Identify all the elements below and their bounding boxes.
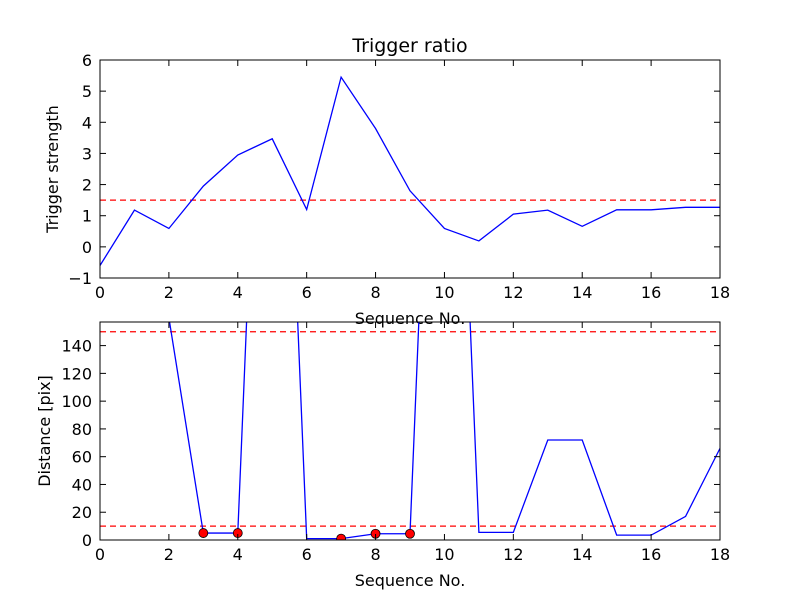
- y-tick-label: −1: [68, 269, 92, 288]
- x-tick-label: 2: [164, 283, 174, 302]
- y-tick-label: 60: [72, 448, 92, 467]
- x-tick-label: 2: [164, 545, 174, 564]
- x-tick-label: 4: [233, 545, 243, 564]
- y-tick-label: 0: [82, 531, 92, 550]
- x-tick-label: 8: [370, 545, 380, 564]
- y-axis-label: Distance [pix]: [35, 375, 54, 487]
- x-tick-label: 12: [503, 545, 523, 564]
- chart-title: Trigger ratio: [351, 35, 467, 57]
- y-tick-label: 40: [72, 475, 92, 494]
- x-tick-label: 16: [641, 545, 661, 564]
- y-tick-label: 6: [82, 51, 92, 70]
- x-tick-label: 18: [710, 545, 730, 564]
- x-tick-label: 14: [572, 545, 592, 564]
- series-line: [168, 322, 720, 540]
- x-axis-label: Sequence No.: [355, 571, 466, 590]
- y-tick-label: 4: [82, 113, 92, 132]
- y-tick-label: 5: [82, 82, 92, 101]
- x-axis-label: Sequence No.: [355, 309, 466, 328]
- x-tick-label: 4: [233, 283, 243, 302]
- data-point-marker: [336, 533, 347, 540]
- axes-frame: [99, 59, 721, 279]
- y-axis-label: Trigger strength: [43, 105, 62, 234]
- x-tick-label: 10: [434, 283, 454, 302]
- y-tick-label: 3: [82, 144, 92, 163]
- x-tick-label: 16: [641, 283, 661, 302]
- y-tick-label: 120: [61, 364, 92, 383]
- y-tick-label: 0: [82, 238, 92, 257]
- x-tick-label: 6: [302, 545, 312, 564]
- y-tick-label: 2: [82, 176, 92, 195]
- y-tick-label: 100: [61, 392, 92, 411]
- x-tick-label: 12: [503, 283, 523, 302]
- series-line: [100, 75, 720, 266]
- x-tick-label: 0: [95, 545, 105, 564]
- data-point-marker: [405, 528, 415, 539]
- x-tick-label: 0: [95, 283, 105, 302]
- distance-panel: 0 2 4 6 8 10 12 14 16 18 0 20 40 60 80 100 120 140 Sequenc…: [35, 321, 730, 590]
- y-tick-label: 140: [61, 337, 92, 356]
- x-tick-label: 8: [370, 283, 380, 302]
- x-tick-label: 18: [710, 283, 730, 302]
- x-tick-label: 10: [434, 545, 454, 564]
- axes-frame: [99, 321, 721, 541]
- x-tick-label: 6: [302, 283, 312, 302]
- y-tick-label: 20: [72, 503, 92, 522]
- y-tick-label: 80: [72, 420, 92, 439]
- x-tick-label: 14: [572, 283, 592, 302]
- y-tick-label: 1: [82, 207, 92, 226]
- plot-area: [100, 75, 720, 266]
- plot-area: [100, 322, 720, 540]
- data-point-marker: [198, 528, 209, 538]
